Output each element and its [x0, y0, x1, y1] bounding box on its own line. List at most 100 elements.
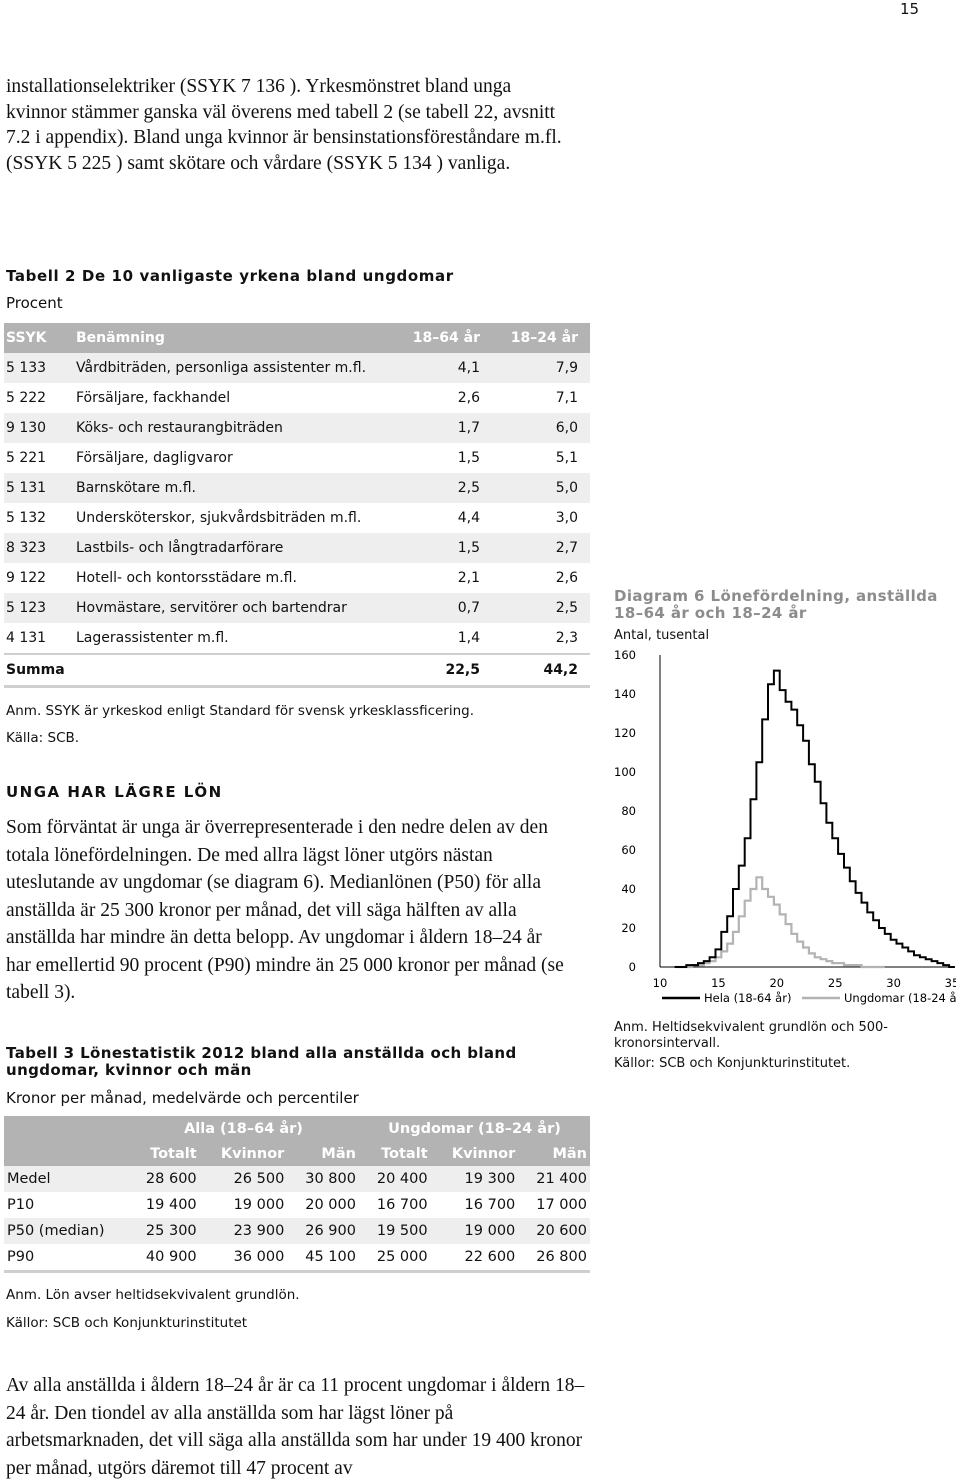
intro-paragraph: installationselektriker (SSYK 7 136 ). Y… [6, 74, 566, 176]
table-row: 5 132 Undersköterskor, sjukvårdsbiträden… [4, 503, 590, 533]
legend-label-all: Hela (18-64 år) [704, 991, 791, 1005]
cell-young: 5,0 [492, 473, 590, 503]
cell-ssyk: 5 123 [4, 593, 74, 623]
col-header: Totalt [128, 1141, 200, 1166]
table3-title: Tabell 3 Lönestatistik 2012 bland alla a… [6, 1044, 517, 1079]
x-tick-label: 20 [769, 976, 784, 990]
cell: 22 600 [430, 1244, 519, 1273]
table-row: 5 133 Vårdbiträden, personliga assistent… [4, 353, 590, 383]
cell: 21 400 [518, 1166, 590, 1192]
cell-ssyk: 5 131 [4, 473, 74, 503]
col-header: Kvinnor [430, 1141, 519, 1166]
x-tick-label: 35 [945, 976, 956, 990]
cell-ssyk: 9 130 [4, 413, 74, 443]
col-young: 18–24 år [492, 323, 590, 353]
bottom-text: Av alla anställda i åldern 18–24 år är c… [6, 1375, 585, 1479]
cell: 26 800 [518, 1244, 590, 1273]
cell: 45 100 [287, 1244, 359, 1273]
sum-young: 44,2 [492, 653, 590, 688]
cell-name: Hovmästare, servitörer och bartendrar [74, 593, 398, 623]
y-tick-label: 60 [621, 843, 636, 857]
y-tick-label: 40 [621, 882, 636, 896]
diagram-note: Anm. Heltidsekvivalent grundlön och 500-… [614, 1020, 888, 1051]
cell-ssyk: 9 122 [6, 570, 47, 586]
table2-header-row: SSYK Benämning 18–64 år 18–24 år [4, 323, 590, 353]
diagram-source: Källor: SCB och Konjunkturinstitutet. [614, 1056, 851, 1071]
diagram-unit: Antal, tusental [614, 628, 710, 643]
cell-all: 0,7 [398, 593, 492, 623]
cell-all: 4,1 [398, 353, 492, 383]
cell: 30 800 [287, 1166, 359, 1192]
cell-name: Lagerassistenter m.fl. [76, 630, 229, 646]
cell: 26 500 [199, 1166, 288, 1192]
table3-group-row: Alla (18–64 år) Ungdomar (18–24 år) [4, 1116, 590, 1141]
diagram-title: Diagram 6 Lönefördelning, anställda 18–6… [614, 587, 938, 622]
table3-column-row: Totalt Kvinnor Män Totalt Kvinnor Män [4, 1141, 590, 1166]
table2-subtitle: Procent [6, 294, 63, 312]
cell: 20 400 [358, 1166, 431, 1192]
cell-name: Lastbils- och långtradarförare [74, 533, 398, 563]
cell-name: Vårdbiträden, personliga assistenter m.f… [74, 353, 398, 383]
cell-all: 1,5 [398, 533, 492, 563]
y-tick-label: 0 [629, 960, 636, 974]
table3: Alla (18–64 år) Ungdomar (18–24 år) Tota… [4, 1116, 590, 1273]
cell-name: Undersköterskor, sjukvårdsbiträden m.fl. [76, 510, 362, 526]
cell-all: 2,6 [457, 390, 480, 406]
cell: 19 000 [233, 1197, 285, 1213]
cell: 16 700 [376, 1197, 428, 1213]
table2-note: Anm. SSYK är yrkeskod enligt Standard fö… [6, 703, 475, 719]
cell-ssyk: 4 131 [6, 630, 47, 646]
cell-young: 6,0 [492, 413, 590, 443]
col-name: Benämning [74, 323, 398, 353]
cell: 23 900 [199, 1218, 288, 1244]
cell: 17 000 [536, 1197, 587, 1213]
x-tick-label: 15 [711, 976, 726, 990]
table3-note: Anm. Lön avser heltidsekvivalent grundlö… [6, 1287, 300, 1303]
cell-ssyk: 5 132 [6, 510, 47, 526]
cell-name: Försäljare, dagligvaror [76, 450, 233, 466]
cell: 40 900 [128, 1244, 200, 1273]
y-tick-label: 100 [614, 765, 636, 779]
cell-young: 2,5 [492, 593, 590, 623]
cell: 20 000 [305, 1197, 356, 1213]
section-paragraph: Som förväntat är unga är överrepresenter… [6, 814, 566, 1007]
table-row: 5 123 Hovmästare, servitörer och bartend… [4, 593, 590, 623]
table2: SSYK Benämning 18–64 år 18–24 år 5 133 V… [4, 323, 590, 688]
col-header: Kvinnor [199, 1141, 288, 1166]
y-tick-label: 160 [614, 648, 636, 662]
cell-ssyk: 5 221 [6, 450, 47, 466]
section-text: Som förväntat är unga är överrepresenter… [6, 817, 564, 1003]
cell-young: 2,7 [492, 533, 590, 563]
table3-subtitle: Kronor per månad, medelvärde och percent… [6, 1089, 359, 1107]
table-row: P50 (median) 25 300 23 900 26 900 19 500… [4, 1218, 590, 1244]
col-all: 18–64 år [398, 323, 492, 353]
x-tick-label: 30 [886, 976, 901, 990]
bottom-paragraph: Av alla anställda i åldern 18–24 år är c… [6, 1372, 586, 1482]
sum-all: 22,5 [398, 653, 492, 688]
table3-source: Källor: SCB och Konjunkturinstitutet [6, 1315, 248, 1331]
series-line-all [674, 669, 955, 968]
y-tick-label: 120 [614, 726, 636, 740]
legend-label-young: Ungdomar (18-24 år) [844, 991, 956, 1005]
group-all: Alla (18–64 år) [128, 1116, 359, 1141]
col-ssyk: SSYK [4, 323, 74, 353]
x-tick-label: 10 [653, 976, 668, 990]
cell-young: 2,6 [555, 570, 578, 586]
cell: 20 600 [518, 1218, 590, 1244]
cell-ssyk: 8 323 [4, 533, 74, 563]
cell-young: 2,3 [555, 630, 578, 646]
col-header: Totalt [358, 1141, 431, 1166]
cell: 19 400 [145, 1197, 197, 1213]
cell-name: Försäljare, fackhandel [76, 390, 231, 406]
cell-all: 1,7 [398, 413, 492, 443]
sum-label: Summa [4, 653, 398, 688]
cell: 19 000 [430, 1218, 519, 1244]
cell-young: 5,1 [555, 450, 578, 466]
table-row: Medel 28 600 26 500 30 800 20 400 19 300… [4, 1166, 590, 1192]
cell: 16 700 [464, 1197, 516, 1213]
table-row: 9 130 Köks- och restaurangbiträden 1,7 6… [4, 413, 590, 443]
cell-name: Barnskötare m.fl. [74, 473, 398, 503]
page-number: 15 [900, 0, 920, 18]
cell: 25 300 [128, 1218, 200, 1244]
table-row: P10 19 400 19 000 20 000 16 700 16 700 1… [4, 1192, 590, 1218]
